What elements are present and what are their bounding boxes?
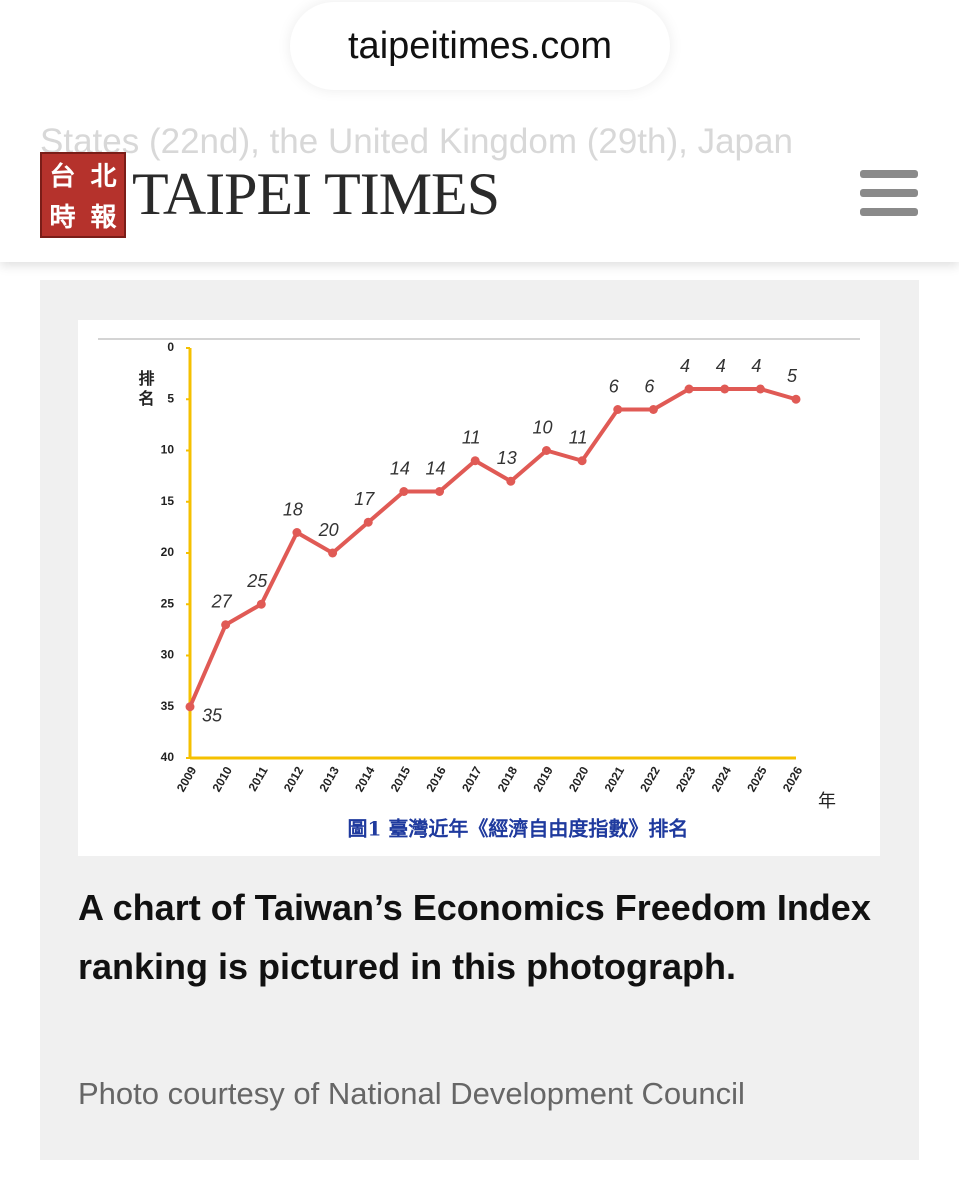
chart-bg [78,320,880,856]
logo-char: 台 [49,162,76,192]
point [684,384,694,394]
point [755,384,765,394]
caption: A chart of Taiwan’s Economics Freedom In… [78,887,871,987]
y-tick-label: 10 [161,443,175,457]
y-tick-label: 20 [161,545,175,559]
chart: 圖1 臺灣近年《經濟自由度指數》排名 排名 年 0 5 10 15 20 25 30 35 40… [78,320,880,856]
header: taipeitimes.com States (22nd), the Unite… [0,0,959,262]
point [399,487,409,496]
point [470,456,480,466]
point [292,528,302,537]
brand[interactable]: TAIPEI TIMES [132,161,500,227]
data-label: 14 [426,458,446,478]
point [648,405,658,414]
data-label: 20 [318,520,339,540]
logo-char: 報 [90,203,117,233]
data-label: 17 [354,489,375,509]
data-label: 4 [716,356,726,376]
point [541,446,551,455]
data-label: 6 [609,376,620,396]
logo-char: 北 [90,162,117,192]
point [328,548,338,558]
background-text: States (22nd), the United Kingdom (29th)… [40,122,793,161]
y-tick-label: 0 [167,340,174,354]
y-tick-label: 25 [161,596,175,610]
y-tick-label: 5 [167,391,174,405]
point [613,405,623,414]
point [363,517,373,527]
data-label: 4 [751,356,761,376]
y-tick-label: 30 [161,648,175,662]
data-label: 13 [497,448,517,468]
point [221,620,231,630]
data-label: 5 [787,366,798,386]
point [185,702,195,712]
data-label: 11 [569,428,588,448]
data-label: 4 [680,356,690,376]
credit: Photo courtesy of National Development C… [78,1076,745,1111]
data-label: 35 [202,706,223,726]
point [577,456,587,466]
logo[interactable]: 台 北 時 報 [40,152,126,238]
y-tick-label: 15 [161,494,175,508]
y-axis-label: 排名 [136,369,155,410]
data-label: 6 [644,376,655,396]
data-label: 18 [283,499,303,519]
data-label: 14 [390,458,410,478]
point [506,476,516,486]
point [720,384,730,394]
y-tick-label: 35 [161,699,175,713]
point [791,394,801,404]
chart-title: 圖1 臺灣近年《經濟自由度指數》排名 [348,817,689,841]
data-label: 11 [462,428,481,448]
point [435,487,445,496]
point [256,599,266,609]
data-label: 10 [532,417,552,437]
y-tick-label: 40 [161,750,175,764]
menu-button[interactable] [860,170,918,227]
x-axis-label: 年 [818,791,836,811]
line [188,387,797,708]
data-label: 25 [246,571,268,591]
logo-char: 時 [49,203,76,233]
url-bar[interactable]: taipeitimes.com [290,2,670,90]
data-label: 27 [211,592,233,612]
